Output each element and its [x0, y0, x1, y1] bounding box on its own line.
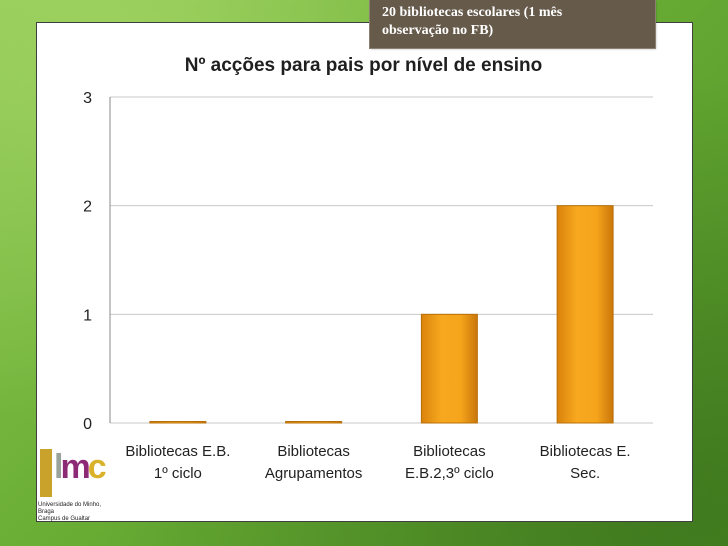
bar [556, 205, 614, 424]
bar [285, 421, 343, 424]
logo-letter-l: l [54, 448, 64, 486]
logo-letter-m: m [60, 448, 90, 486]
bar-chart: 0 1 2 3 Bibliotecas E.B. 1º ciclo Bibliotecas A… [83, 90, 653, 482]
observation-callout: 20 bibliotecas escolares (1 mês observaç… [369, 0, 656, 49]
x-tick-label: Bibliotecas [413, 443, 486, 460]
x-tick-label: Agrupamentos [265, 465, 363, 482]
logo-caption-line-2: Campus de Gualtar [38, 516, 91, 522]
logo-caption: Universidade do Minho, Braga Campus de G… [38, 502, 110, 523]
y-tick-label: 2 [83, 199, 92, 216]
logo-letter-c: c [87, 448, 107, 486]
logo-stripe [40, 449, 52, 497]
bar [420, 313, 478, 424]
x-tick-label: Bibliotecas E. [540, 443, 631, 460]
logo-letters: lmc [54, 447, 107, 487]
bar [149, 421, 207, 424]
x-tick-label: 1º ciclo [154, 465, 202, 482]
x-tick-label: Sec. [570, 465, 600, 482]
callout-line-2: observação no FB) [382, 23, 494, 38]
chart-title: Nº acções para pais por nível de ensino [184, 55, 543, 76]
callout-line-1: 20 bibliotecas escolares (1 mês [382, 5, 563, 20]
y-tick-label: 3 [83, 90, 92, 107]
x-tick-label: Bibliotecas [277, 443, 350, 460]
x-tick-label: E.B.2,3º ciclo [405, 465, 494, 482]
y-tick-label: 0 [83, 416, 92, 433]
university-logo: lmc Universidade do Minho, Braga Campus … [38, 447, 110, 522]
x-tick-label: Bibliotecas E.B. [125, 443, 230, 460]
y-tick-label: 1 [83, 307, 92, 324]
logo-caption-line-1: Universidade do Minho, Braga [38, 502, 102, 515]
